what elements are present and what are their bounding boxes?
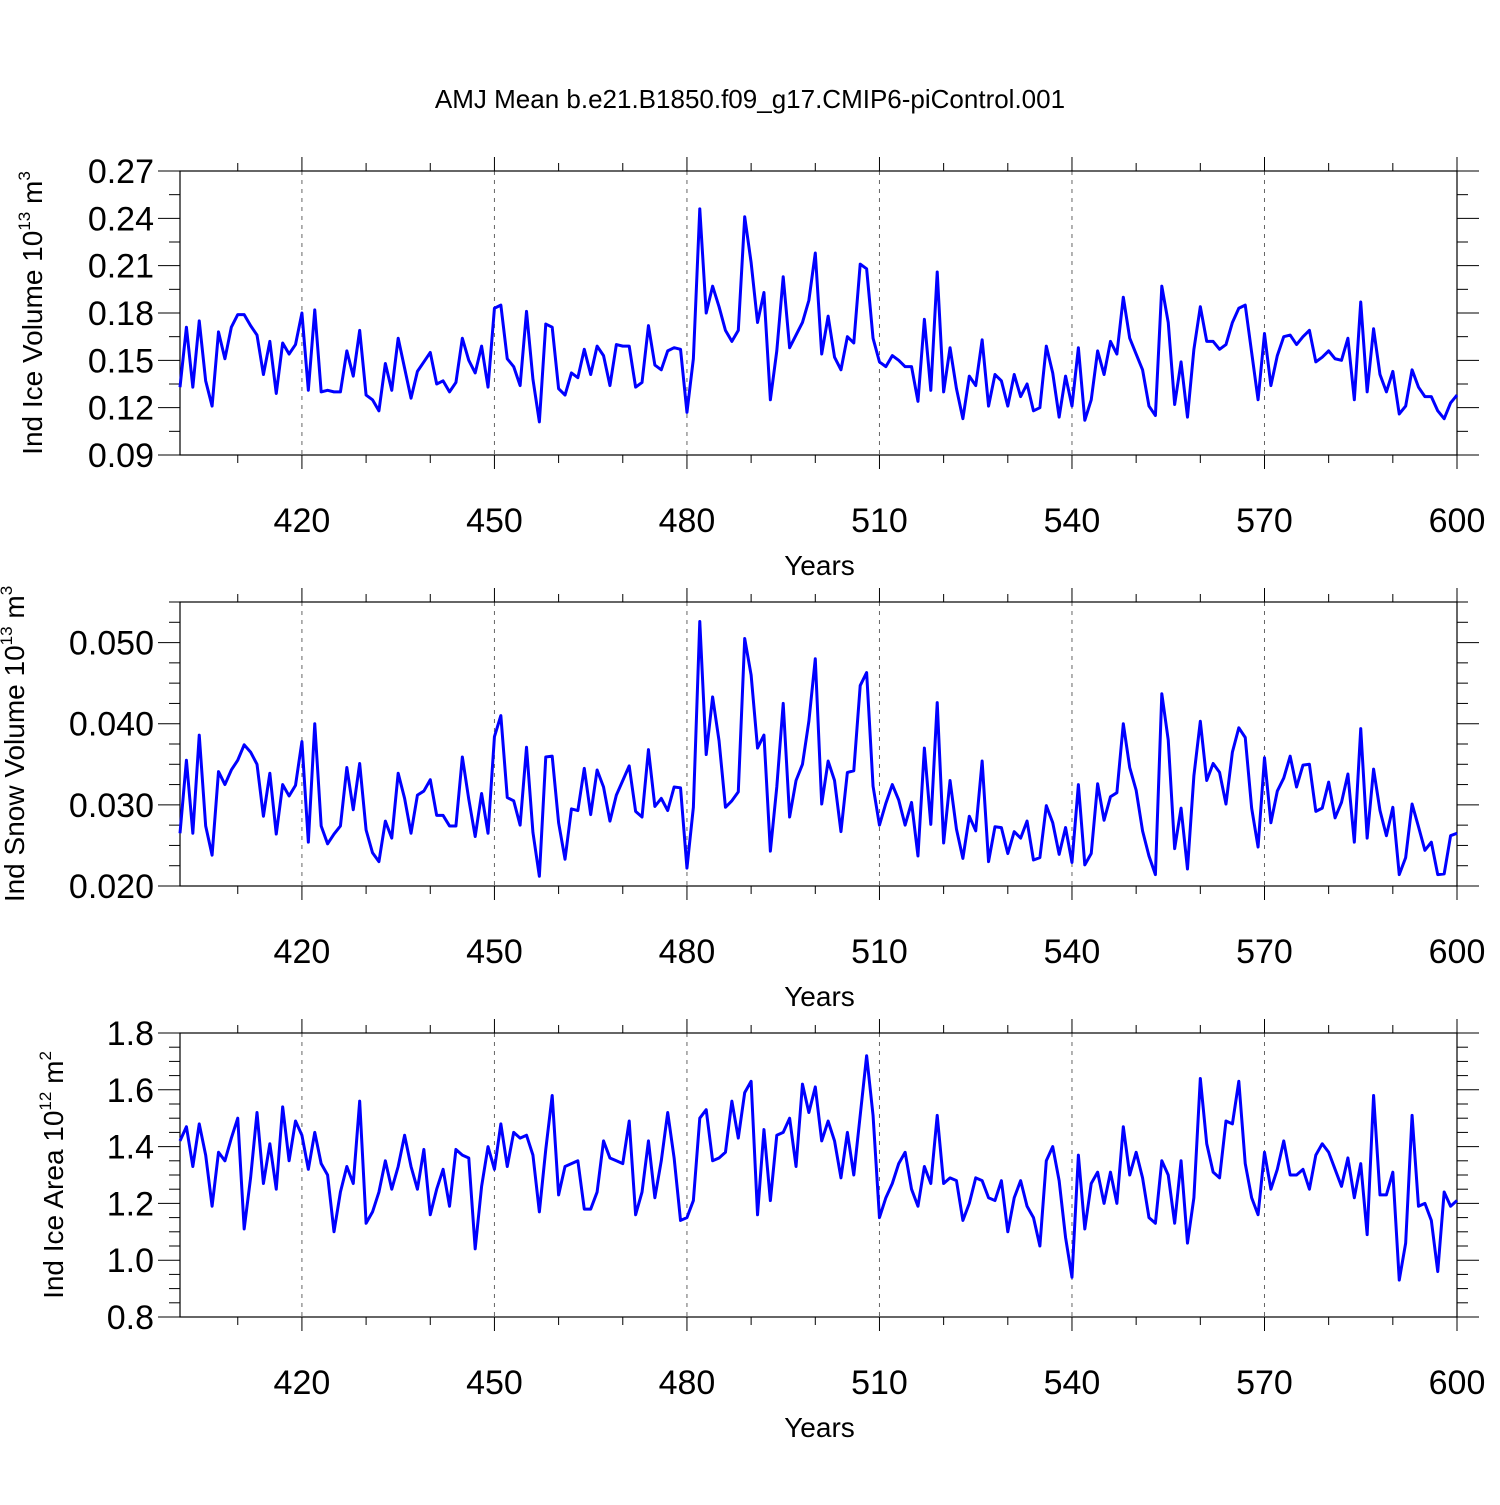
- x-tick-label: 450: [466, 933, 523, 971]
- x-tick-label: 540: [1044, 933, 1101, 971]
- x-tick-label: 420: [274, 502, 331, 540]
- y-tick-label: 1.6: [107, 1072, 154, 1110]
- series-line: [180, 209, 1457, 422]
- figure-title: AMJ Mean b.e21.B1850.f09_g17.CMIP6-piCon…: [435, 84, 1065, 114]
- y-tick-label: 0.15: [88, 342, 154, 380]
- x-tick-label: 570: [1236, 1364, 1293, 1402]
- y-axis-label-exponent: 12: [36, 1092, 55, 1111]
- x-tick-label: 450: [466, 502, 523, 540]
- x-axis-label: Years: [784, 550, 855, 581]
- y-tick-label: 0.020: [69, 868, 154, 906]
- y-tick-label: 0.27: [88, 153, 154, 191]
- y-axis-label-unit-exponent: 3: [0, 586, 16, 595]
- y-axis-label: Ind Snow Volume 1013 m3: [0, 586, 30, 902]
- y-axis-label: Ind Ice Volume 1013 m3: [15, 171, 48, 455]
- y-axis-label-unit-exponent: 2: [36, 1051, 55, 1060]
- y-tick-label: 0.18: [88, 295, 154, 333]
- y-axis-label-text: Ind Snow Volume 10: [0, 645, 30, 902]
- x-tick-label: 480: [659, 502, 716, 540]
- y-tick-label: 0.8: [107, 1299, 154, 1337]
- series-line: [180, 621, 1457, 876]
- y-axis-label: Ind Ice Area 1012 m2: [36, 1051, 69, 1299]
- panel-2: 420 450 480 510 540 570 600 0.020 0.030 0.040 0.05…: [0, 586, 1485, 1012]
- y-axis-label-unit: m: [0, 595, 30, 626]
- x-tick-label: 450: [466, 1364, 523, 1402]
- x-tick-label: 570: [1236, 502, 1293, 540]
- x-tick-label: 510: [851, 1364, 908, 1402]
- x-axis-label: Years: [784, 981, 855, 1012]
- plot-frame: [180, 1033, 1457, 1317]
- x-tick-label: 600: [1429, 933, 1486, 971]
- y-axis-label-unit: m: [17, 181, 48, 212]
- x-tick-label: 570: [1236, 933, 1293, 971]
- panel-1: 420 450 480 510 540 570 600 0.09 0.12 0.15 0.18 0.2…: [15, 153, 1485, 581]
- y-tick-label: 0.21: [88, 248, 154, 286]
- series-line: [180, 1056, 1457, 1280]
- x-tick-label: 480: [659, 933, 716, 971]
- x-tick-label: 540: [1044, 502, 1101, 540]
- y-tick-label: 0.030: [69, 787, 154, 825]
- y-tick-label: 1.4: [107, 1129, 154, 1167]
- x-tick-label: 510: [851, 502, 908, 540]
- x-tick-label: 600: [1429, 1364, 1486, 1402]
- y-axis-label-unit: m: [38, 1061, 69, 1092]
- y-axis-label-text: Ind Ice Volume 10: [17, 231, 48, 455]
- x-tick-label: 420: [274, 933, 331, 971]
- x-tick-label: 420: [274, 1364, 331, 1402]
- y-axis-label-text: Ind Ice Area 10: [38, 1111, 69, 1299]
- y-tick-label: 0.24: [88, 200, 154, 238]
- x-axis-label: Years: [784, 1412, 855, 1443]
- y-tick-label: 1.0: [107, 1242, 154, 1280]
- y-tick-label: 1.2: [107, 1185, 154, 1223]
- y-axis-label-unit-exponent: 3: [15, 171, 34, 180]
- y-tick-label: 0.040: [69, 706, 154, 744]
- x-tick-label: 510: [851, 933, 908, 971]
- y-tick-label: 0.050: [69, 625, 154, 663]
- x-tick-label: 540: [1044, 1364, 1101, 1402]
- y-tick-label: 0.09: [88, 437, 154, 475]
- panel-3: 420 450 480 510 540 570 600 0.8 1.0 1.2 1.4 1.6 1.8 Y…: [36, 1015, 1485, 1443]
- y-axis-label-exponent: 13: [0, 626, 16, 645]
- x-tick-label: 480: [659, 1364, 716, 1402]
- y-axis-label-exponent: 13: [15, 212, 34, 231]
- y-tick-label: 0.12: [88, 390, 154, 428]
- y-tick-label: 1.8: [107, 1015, 154, 1053]
- x-tick-label: 600: [1429, 502, 1486, 540]
